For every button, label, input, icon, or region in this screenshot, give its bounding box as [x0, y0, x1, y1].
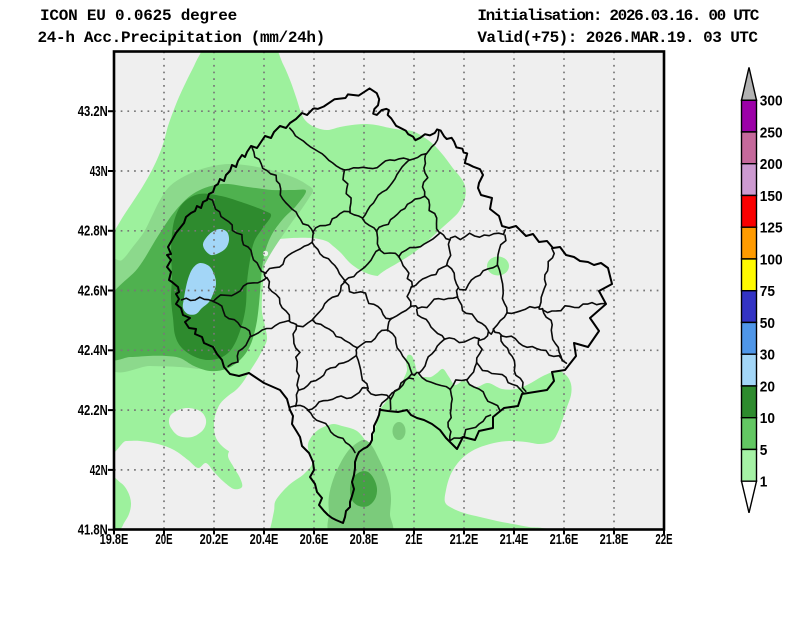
svg-text:21.8E: 21.8E — [600, 531, 629, 548]
svg-text:21.2E: 21.2E — [450, 531, 479, 548]
svg-text:100: 100 — [760, 251, 783, 268]
svg-text:42.4N: 42.4N — [78, 342, 108, 359]
svg-text:75: 75 — [760, 283, 775, 300]
svg-text:20: 20 — [760, 378, 775, 395]
svg-text:1: 1 — [760, 474, 768, 491]
svg-text:200: 200 — [760, 156, 783, 173]
svg-text:43N: 43N — [90, 163, 108, 180]
svg-text:42.8N: 42.8N — [78, 223, 108, 240]
svg-text:21.4E: 21.4E — [500, 531, 529, 548]
svg-text:30: 30 — [760, 347, 775, 364]
svg-text:21.6E: 21.6E — [550, 531, 579, 548]
svg-text:20.4E: 20.4E — [250, 531, 279, 548]
svg-text:22E: 22E — [655, 531, 672, 548]
svg-text:19.8E: 19.8E — [100, 531, 129, 548]
svg-text:41.8N: 41.8N — [78, 522, 108, 539]
svg-text:5: 5 — [760, 442, 768, 459]
svg-text:43.2N: 43.2N — [78, 103, 108, 120]
svg-text:150: 150 — [760, 188, 783, 205]
svg-text:20.2E: 20.2E — [200, 531, 229, 548]
svg-text:42.2N: 42.2N — [78, 402, 108, 419]
svg-text:300: 300 — [760, 93, 783, 110]
svg-text:20.8E: 20.8E — [350, 531, 379, 548]
svg-text:10: 10 — [760, 410, 775, 427]
svg-text:42.6N: 42.6N — [78, 282, 108, 299]
svg-text:42N: 42N — [90, 462, 108, 479]
svg-text:20.6E: 20.6E — [300, 531, 329, 548]
svg-text:125: 125 — [760, 220, 783, 237]
svg-text:250: 250 — [760, 124, 783, 141]
svg-text:20E: 20E — [155, 531, 172, 548]
svg-text:50: 50 — [760, 315, 775, 332]
svg-text:21E: 21E — [405, 531, 422, 548]
